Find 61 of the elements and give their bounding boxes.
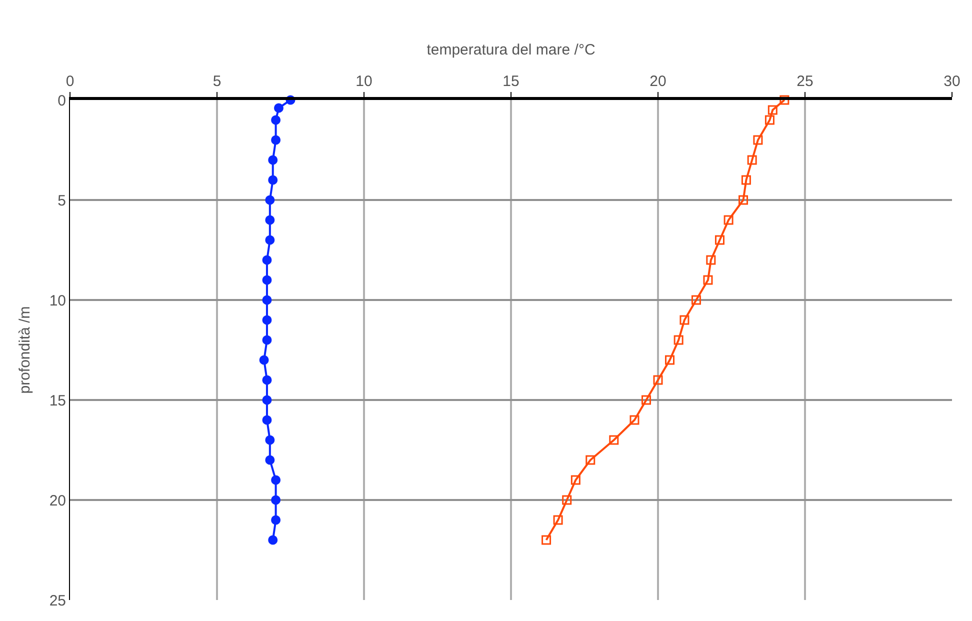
point bbox=[262, 255, 272, 265]
y-tick-label: 10 bbox=[49, 292, 66, 310]
y-tick-label: 15 bbox=[49, 392, 66, 410]
point bbox=[703, 275, 713, 285]
point bbox=[706, 255, 716, 265]
y-tick-label: 0 bbox=[58, 92, 66, 110]
point bbox=[265, 235, 275, 245]
point bbox=[653, 375, 663, 385]
x-tick-label: 15 bbox=[502, 73, 520, 90]
point bbox=[691, 295, 701, 305]
point bbox=[680, 315, 690, 325]
point bbox=[262, 275, 272, 285]
point bbox=[768, 105, 778, 115]
y-tick-label: 25 bbox=[49, 592, 66, 610]
point bbox=[609, 435, 619, 445]
point bbox=[542, 535, 552, 545]
point bbox=[741, 175, 751, 185]
point bbox=[764, 115, 774, 125]
point bbox=[262, 335, 272, 345]
point bbox=[714, 235, 724, 245]
point bbox=[271, 115, 281, 125]
point bbox=[724, 215, 734, 225]
point bbox=[780, 95, 790, 105]
x-tick-label: 20 bbox=[650, 73, 666, 90]
point bbox=[265, 435, 275, 445]
point bbox=[259, 355, 269, 365]
point bbox=[271, 135, 281, 145]
point bbox=[268, 155, 278, 165]
point bbox=[262, 375, 272, 385]
point bbox=[747, 155, 757, 165]
y-axis-title: profondità /m bbox=[16, 306, 34, 394]
point bbox=[271, 495, 281, 505]
point bbox=[265, 215, 275, 225]
point bbox=[586, 455, 596, 465]
point bbox=[641, 395, 651, 405]
point bbox=[665, 355, 675, 365]
point bbox=[630, 415, 640, 425]
point bbox=[268, 175, 278, 185]
x-tick-label: 5 bbox=[212, 73, 222, 90]
point bbox=[562, 495, 572, 505]
x-tick-label: 10 bbox=[356, 73, 372, 90]
x-axis-title: temperatura del mare /°C bbox=[426, 41, 596, 58]
point bbox=[271, 475, 281, 485]
point bbox=[738, 195, 748, 205]
x-tick-label: 30 bbox=[944, 73, 960, 90]
point bbox=[674, 335, 684, 345]
x-tick-label: 25 bbox=[796, 73, 814, 90]
y-tick-label: 20 bbox=[49, 492, 66, 510]
point bbox=[265, 195, 275, 205]
point bbox=[262, 395, 272, 405]
point bbox=[274, 103, 284, 113]
point bbox=[271, 515, 281, 525]
point bbox=[262, 415, 272, 425]
point bbox=[262, 295, 272, 305]
point bbox=[265, 455, 275, 465]
point bbox=[753, 135, 763, 145]
point bbox=[553, 515, 563, 525]
y-tick-label: 5 bbox=[58, 192, 66, 210]
point bbox=[262, 315, 272, 325]
point bbox=[570, 475, 580, 485]
point bbox=[268, 535, 278, 545]
